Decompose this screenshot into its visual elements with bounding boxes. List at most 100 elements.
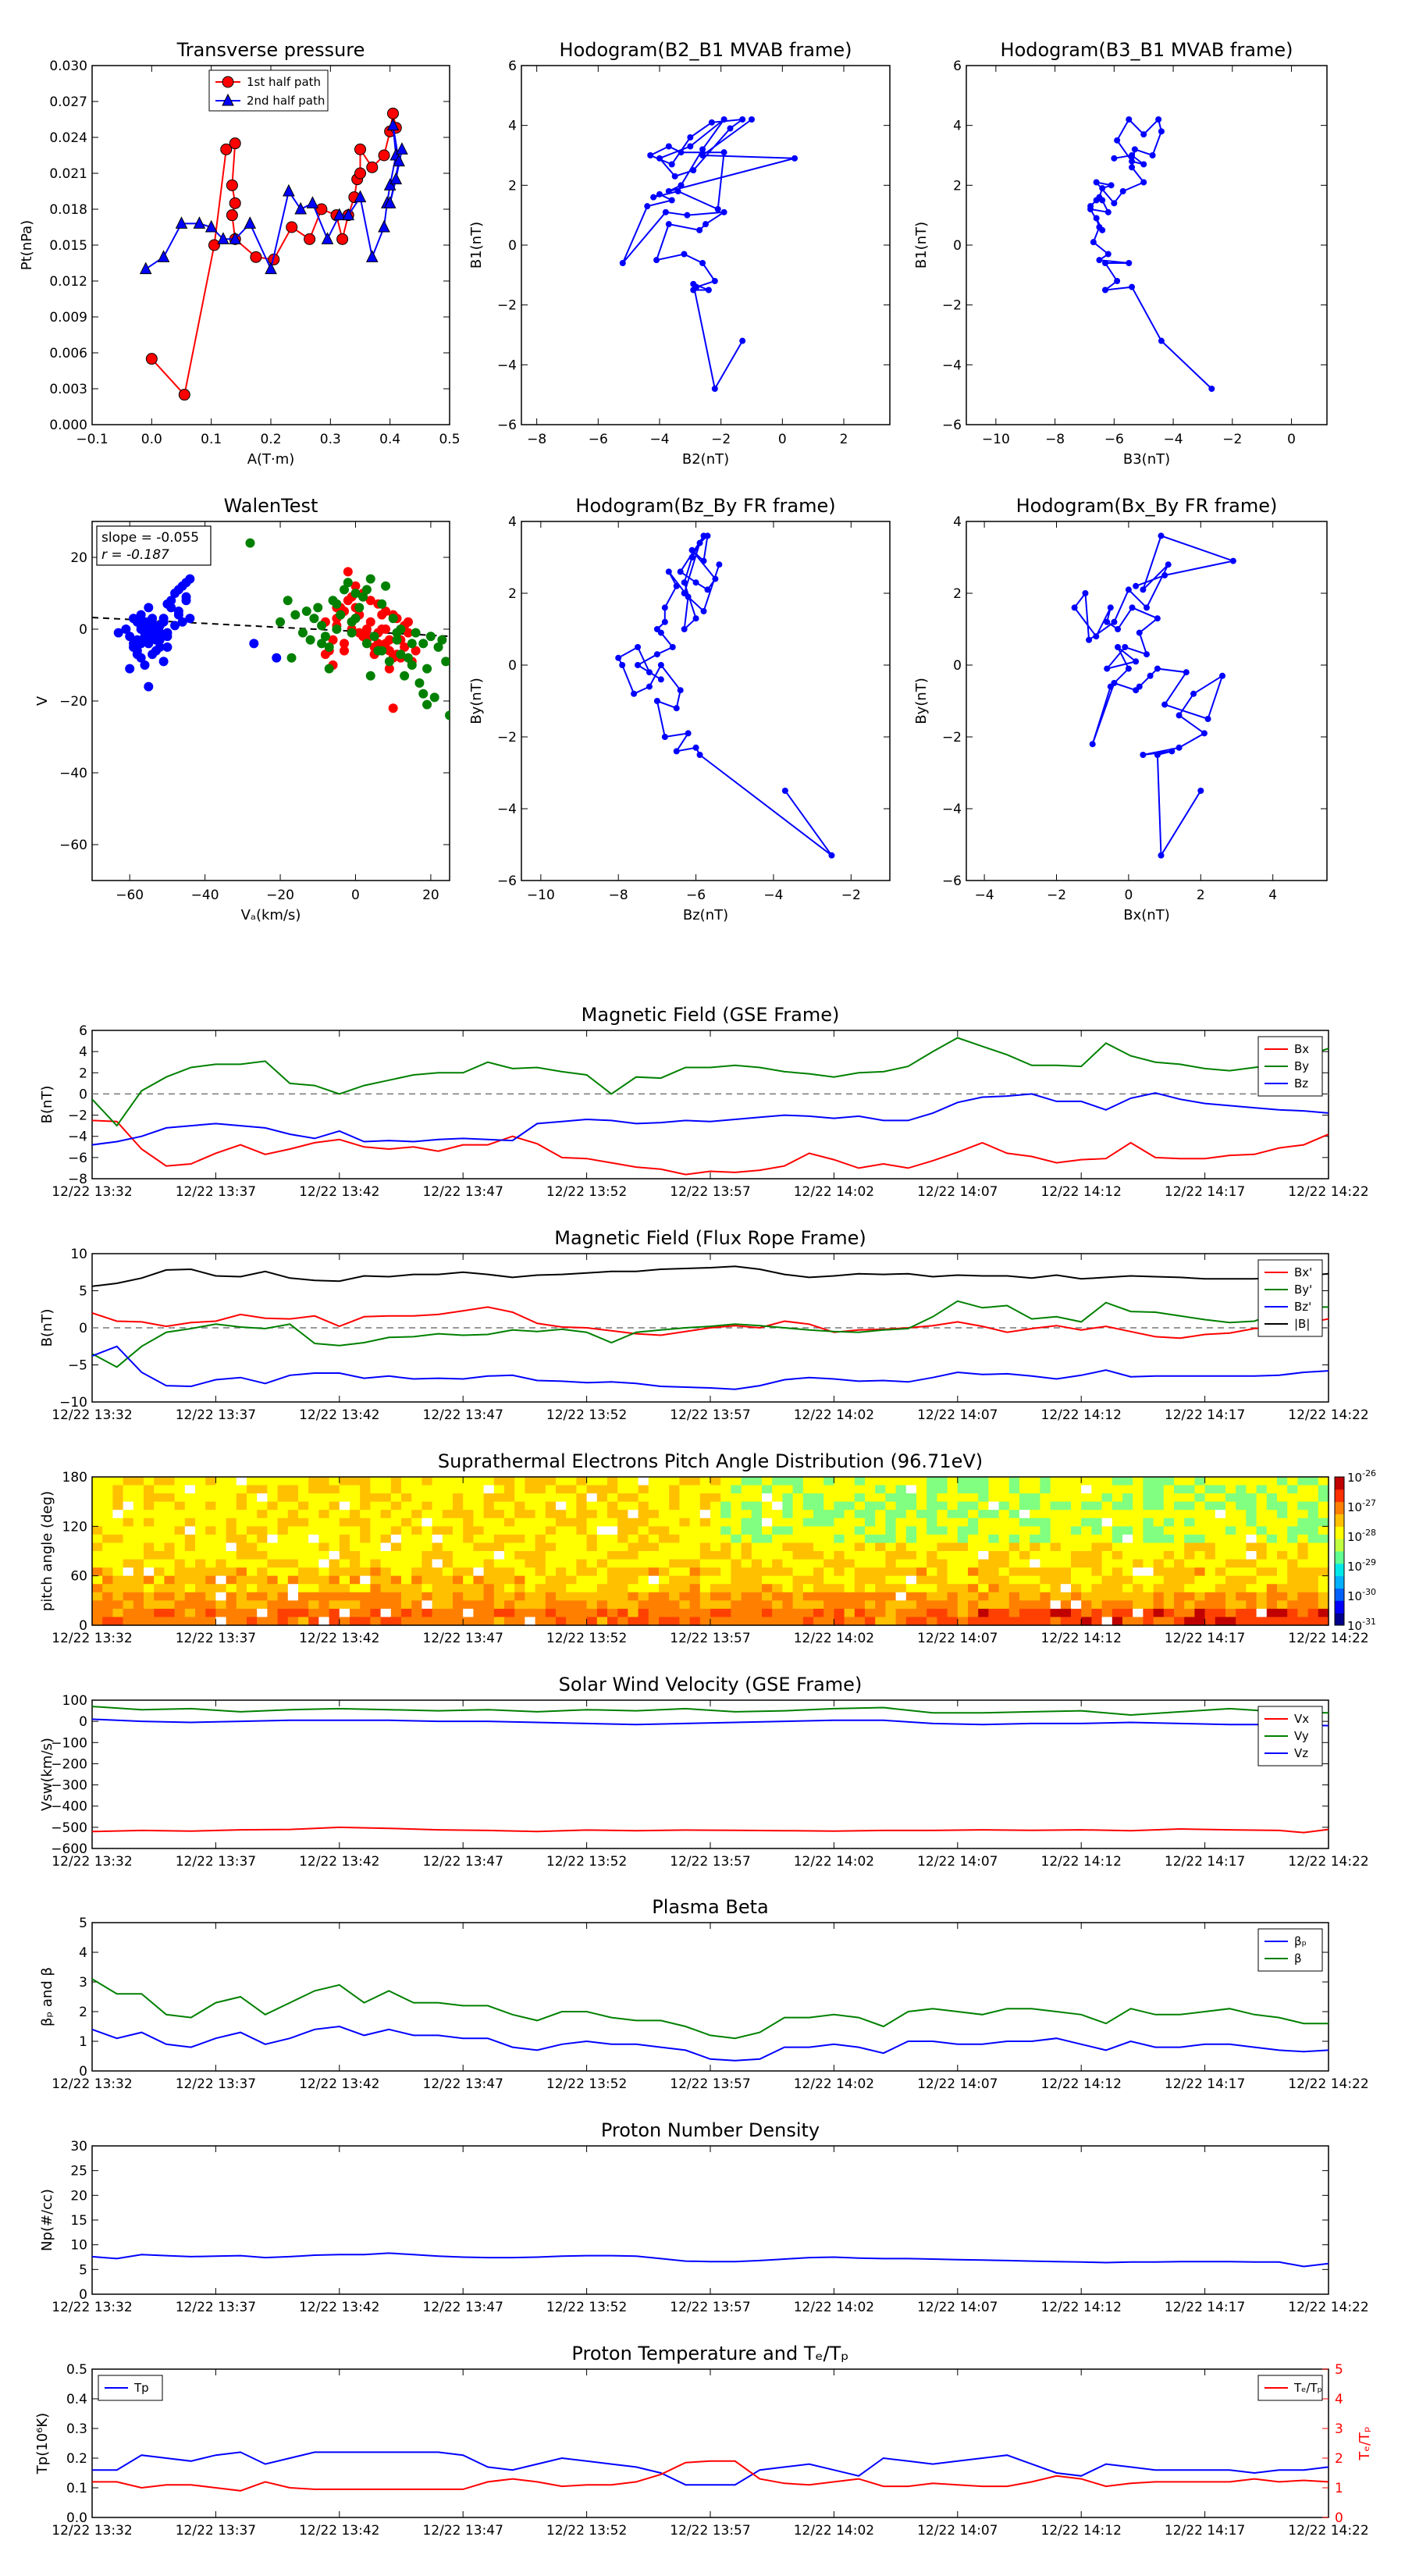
heatmap-cell — [566, 1517, 577, 1527]
heatmap-cell — [802, 1526, 814, 1535]
heatmap-cell — [308, 1575, 319, 1585]
heatmap-cell — [720, 1617, 731, 1626]
data-point — [422, 699, 432, 710]
data-point — [1107, 683, 1114, 690]
x-tick-label: 12/22 13:57 — [670, 1631, 750, 1646]
data-point — [403, 653, 413, 663]
heatmap-cell — [215, 1592, 227, 1601]
data-point — [208, 239, 220, 251]
heatmap-cell — [710, 1608, 721, 1618]
y-axis-label: V — [34, 696, 51, 706]
heatmap-cell — [1050, 1534, 1062, 1544]
legend-label: Vx — [1294, 1712, 1309, 1726]
heatmap-cell — [205, 1575, 216, 1585]
x-tick-label: −40 — [191, 888, 219, 903]
heatmap-cell — [1287, 1584, 1298, 1593]
heatmap-cell — [1122, 1617, 1133, 1626]
series-line — [92, 1826, 1329, 1834]
data-point — [661, 618, 668, 625]
heatmap-cell — [741, 1485, 752, 1494]
heatmap-cell — [174, 1608, 186, 1618]
data-point — [121, 624, 131, 634]
heatmap-cell — [937, 1567, 948, 1577]
heatmap-cell — [401, 1584, 412, 1593]
heatmap-cell — [504, 1584, 515, 1593]
heatmap-cell — [669, 1575, 680, 1585]
heatmap-cell — [308, 1559, 319, 1568]
heatmap-cell — [1246, 1501, 1257, 1510]
heatmap-cell — [277, 1592, 289, 1601]
heatmap-cell — [545, 1592, 557, 1601]
heatmap-cell — [174, 1584, 186, 1593]
legend-right: Tₑ/Tₚ — [1257, 2375, 1323, 2401]
heatmap-cell — [648, 1584, 660, 1593]
heatmap-cell — [277, 1567, 289, 1577]
heatmap-cell — [679, 1592, 691, 1601]
heatmap-cell — [535, 1477, 546, 1486]
heatmap-cell — [844, 1567, 855, 1577]
heatmap-cell — [1091, 1501, 1103, 1510]
heatmap-cell — [865, 1501, 876, 1510]
heatmap-cell — [792, 1517, 804, 1527]
heatmap-cell — [844, 1551, 855, 1560]
heatmap-cell — [329, 1477, 340, 1486]
y-tick-label: −4 — [497, 802, 517, 817]
heatmap-cell — [669, 1526, 680, 1535]
data-point — [361, 585, 372, 595]
heatmap-cell — [885, 1510, 897, 1519]
data-point — [1090, 239, 1097, 246]
data-point — [1147, 672, 1154, 679]
heatmap-cell — [525, 1617, 536, 1626]
heatmap-cell — [535, 1485, 546, 1494]
heatmap-cell — [1184, 1600, 1195, 1610]
data-point — [354, 143, 366, 155]
data-point — [1183, 669, 1190, 676]
heatmap-cell — [1184, 1485, 1195, 1494]
heatmap-cell — [215, 1608, 227, 1618]
heatmap-cell — [1266, 1600, 1278, 1610]
heatmap-cell — [545, 1600, 557, 1610]
heatmap-cell — [236, 1517, 247, 1527]
heatmap-cell — [164, 1575, 176, 1585]
heatmap-cell — [1215, 1542, 1226, 1552]
series-line — [92, 2451, 1329, 2486]
heatmap-cell — [545, 1542, 557, 1552]
heatmap-cell — [1287, 1517, 1298, 1527]
heatmap-cell — [1112, 1567, 1123, 1577]
x-tick-label: 12/22 14:02 — [794, 1407, 874, 1423]
heatmap-cell — [731, 1617, 742, 1626]
heatmap-cell — [154, 1575, 165, 1585]
heatmap-cell — [411, 1542, 422, 1552]
heatmap-cell — [782, 1542, 794, 1552]
heatmap-cell — [102, 1617, 113, 1626]
data-point — [226, 179, 238, 191]
heatmap-cell — [174, 1542, 186, 1552]
heatmap-cell — [617, 1600, 628, 1610]
heatmap-cell — [854, 1477, 866, 1486]
heatmap-cell — [1318, 1477, 1329, 1486]
colorbar-step — [1335, 1613, 1344, 1626]
heatmap-cell — [576, 1510, 588, 1519]
heatmap-cell — [401, 1526, 412, 1535]
heatmap-cell — [1225, 1584, 1236, 1593]
heatmap-cell — [1184, 1551, 1195, 1560]
heatmap-cell — [1277, 1600, 1288, 1610]
heatmap-cell — [968, 1510, 979, 1519]
heatmap-cell — [1091, 1542, 1103, 1552]
heatmap-cell — [236, 1542, 247, 1552]
heatmap-cell — [215, 1559, 227, 1568]
heatmap-cell — [1246, 1542, 1257, 1552]
heatmap-cell — [504, 1551, 515, 1560]
heatmap-cell — [1081, 1493, 1092, 1503]
heatmap-cell — [576, 1559, 588, 1568]
data-point — [340, 639, 350, 649]
y-tick-label: −500 — [51, 1820, 87, 1836]
heatmap-cell — [607, 1551, 618, 1560]
heatmap-cell — [339, 1575, 350, 1585]
heatmap-cell — [432, 1501, 443, 1510]
heatmap-cell — [916, 1501, 927, 1510]
heatmap-cell — [329, 1542, 340, 1552]
heatmap-cell — [710, 1600, 721, 1610]
heatmap-cell — [1040, 1526, 1051, 1535]
data-point — [653, 698, 660, 704]
